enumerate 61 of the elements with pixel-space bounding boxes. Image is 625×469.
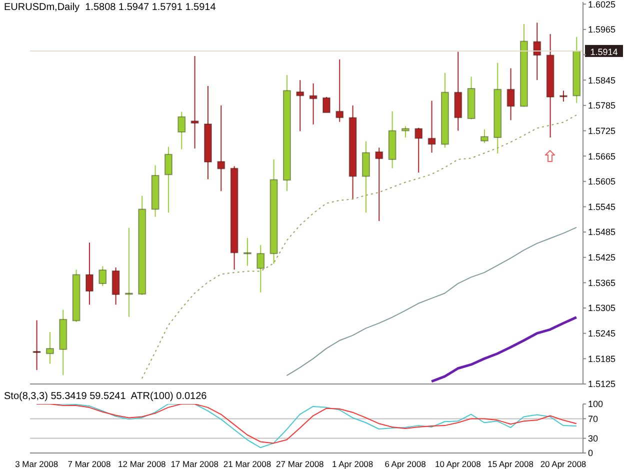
candlestick — [178, 111, 186, 150]
candlestick — [112, 267, 120, 306]
x-tick-label: 27 Mar 2008 — [276, 459, 324, 469]
line-series — [141, 114, 577, 380]
y-tick-label: 1.5725 — [588, 126, 616, 136]
line-series — [430, 316, 578, 383]
candlestick — [190, 56, 199, 149]
ref-line-label: 1.5914 — [590, 46, 618, 57]
chart-title: EURUSDm,Daily 1.5808 1.5947 1.5791 1.5914 — [4, 2, 216, 13]
candlestick — [124, 227, 133, 318]
y-tick-label: 1.5785 — [588, 100, 616, 111]
x-tick-label: 12 Mar 2008 — [118, 459, 166, 469]
candlestick — [256, 244, 265, 293]
candlestick — [401, 126, 410, 138]
x-tick-label: 17 Mar 2008 — [170, 459, 219, 469]
y-tick-label: 70 — [588, 414, 598, 424]
x-tick-label: 3 Mar 2008 — [15, 459, 58, 469]
y-tick-label: 1.5125 — [588, 379, 616, 390]
y-tick-label: 1.5365 — [588, 278, 616, 288]
candlestick — [533, 22, 542, 81]
candlestick — [428, 100, 436, 154]
candlestick — [46, 332, 54, 364]
x-tick-label: 10 Apr 2008 — [434, 459, 482, 469]
y-tick-label: 1.5965 — [588, 24, 616, 35]
y-tick-label: 0 — [588, 448, 594, 458]
y-tick-label: 100 — [588, 399, 604, 410]
candlestick — [362, 140, 370, 214]
candlestick — [322, 96, 330, 114]
y-tick-label: 1.5845 — [588, 75, 616, 86]
candlestick — [85, 242, 94, 306]
candlestick — [414, 127, 423, 174]
candlestick — [309, 82, 318, 125]
y-tick-label: 30 — [588, 433, 598, 444]
candlestick — [375, 147, 384, 222]
x-tick-label: 7 Mar 2008 — [68, 459, 112, 469]
candlestick — [164, 146, 172, 214]
y-tick-label: 1.5545 — [588, 202, 616, 212]
candlestick — [217, 104, 226, 192]
y-tick-label: 1.5605 — [588, 176, 616, 187]
y-tick-label: 1.5245 — [588, 328, 616, 339]
y-tick-label: 1.5185 — [588, 354, 616, 364]
x-tick-label: 15 Apr 2008 — [488, 459, 534, 469]
x-tick-label: 1 Apr 2008 — [332, 459, 374, 469]
y-tick-label: 1.5425 — [588, 252, 616, 263]
x-tick-label: 20 Apr 2008 — [540, 459, 586, 469]
candlestick — [480, 128, 488, 144]
chart-title: Sto(8,3,3) 55.3419 59.5241 ATR(100) 0.0126 — [4, 391, 207, 402]
y-tick-label: 1.6025 — [588, 0, 616, 10]
line-series — [286, 226, 577, 376]
candlestick — [506, 68, 515, 121]
y-tick-label: 1.5485 — [588, 227, 616, 238]
candlestick — [559, 90, 568, 102]
x-tick-label: 21 Mar 2008 — [223, 459, 272, 469]
y-tick-label: 1.5665 — [588, 151, 616, 162]
candlestick — [98, 266, 107, 287]
x-tick-label: 6 Apr 2008 — [384, 459, 426, 469]
candlestick — [336, 58, 344, 122]
candlestick — [243, 237, 252, 266]
y-tick-label: 1.5305 — [588, 303, 616, 314]
candlestick — [32, 320, 41, 371]
candlestick — [296, 80, 304, 132]
